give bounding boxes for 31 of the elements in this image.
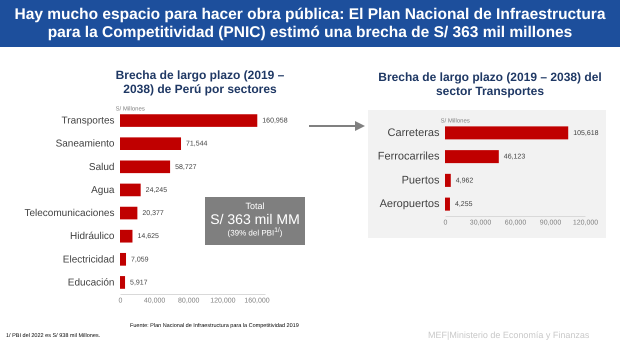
bar (120, 276, 126, 289)
y-tick-label: Educación (68, 277, 114, 288)
chart-title: Brecha de largo plazo (2019 – 2038) de Perú por sectores (114, 68, 286, 96)
annotation: Total (244, 201, 266, 211)
bar (445, 126, 568, 140)
y-tick-label: Agua (91, 184, 115, 196)
chart-title: Brecha de largo plazo (2019 – 2038) del sector Transportes (377, 70, 603, 98)
bar (120, 252, 126, 266)
annotation: (39% del PBI$^{1/}$) (226, 227, 284, 238)
bar (120, 206, 138, 220)
bar (120, 114, 258, 127)
y-tick-label: Salud (88, 162, 114, 173)
y-tick-label: Ferrocarriles (378, 150, 440, 163)
text: Hay mucho espacio para hacer obra pública: El Plan Nacional de Infraestructura para la Competitividad (PNIC) estimó una brecha de S/ 363 mil millones (0, 0, 620, 47)
y-tick-label: Hidráulico (70, 231, 115, 242)
text-box: Total S/ 363 mil MM (39% del PBI$^{1/}$) (205, 197, 305, 245)
bar (445, 198, 450, 211)
y-tick-label: Telecomunicaciones (24, 208, 114, 220)
bar (445, 150, 499, 164)
y-tick-label: Saneamiento (56, 138, 115, 150)
y-tick-label: Electricidad (62, 254, 114, 266)
y-tick-label: Transportes (62, 116, 114, 127)
y-tick-label: Carreteras (388, 126, 440, 139)
bar (120, 184, 141, 196)
bar (120, 137, 182, 150)
annotation: S/ 363 mil MM (209, 211, 301, 227)
bar (120, 230, 132, 243)
y-tick-label: Puertos (402, 174, 440, 186)
bar (445, 174, 451, 187)
bar (120, 160, 170, 174)
y-tick-label: Aeropuertos (380, 198, 440, 210)
